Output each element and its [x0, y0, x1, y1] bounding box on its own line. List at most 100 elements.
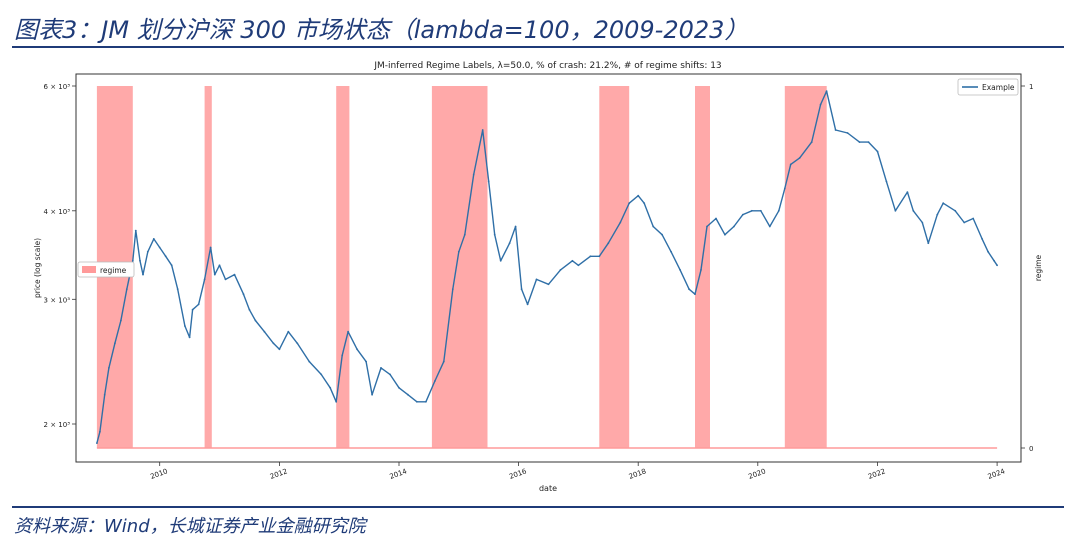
- series-point-52: [442, 360, 445, 363]
- series-point-53: [451, 288, 454, 291]
- title-rule: [12, 46, 1064, 48]
- series-point-14: [158, 246, 161, 249]
- series-point-3: [103, 393, 106, 396]
- x-tick-label-1: 2010: [149, 467, 168, 481]
- legend-regime: regime: [77, 261, 135, 278]
- series-point-91: [768, 225, 771, 228]
- x-axis-label: date: [539, 484, 557, 493]
- series-point-118: [996, 264, 998, 267]
- series-point-117: [993, 259, 995, 262]
- series-point-115: [981, 238, 983, 240]
- series-point-28: [242, 293, 245, 296]
- y-tick-label-4: 6 × 10³: [44, 83, 71, 91]
- series-point-99: [834, 129, 837, 131]
- series-point-83: [700, 269, 702, 271]
- series-point-41: [347, 330, 349, 333]
- series-point-114: [972, 217, 975, 220]
- figure-source: 资料来源：Wind，长城证券产业金融研究院: [14, 516, 366, 537]
- series-point-116: [987, 250, 989, 253]
- series-point-26: [224, 278, 227, 281]
- series-point-37: [320, 373, 323, 376]
- series-point-87: [733, 225, 735, 228]
- series-point-103: [876, 150, 879, 153]
- series-point-96: [810, 141, 813, 143]
- plot-area: [75, 73, 1022, 463]
- regime-bands: [96, 86, 998, 449]
- series-point-111: [942, 202, 945, 205]
- y2-tick-label-1: 0: [1029, 445, 1033, 453]
- x-tick-label-8: 2024: [987, 467, 1007, 481]
- series-point-64: [526, 303, 529, 306]
- series-point-33: [278, 348, 281, 351]
- series-point-1: [96, 442, 98, 444]
- series-point-75: [637, 194, 640, 197]
- series-point-108: [921, 221, 924, 224]
- series-point-107: [912, 209, 915, 212]
- series-point-79: [670, 250, 672, 253]
- series-point-40: [341, 354, 344, 357]
- series-point-78: [661, 233, 663, 236]
- series-point-112: [954, 209, 957, 212]
- series-point-2: [99, 430, 101, 433]
- y-tick-label-2: 3 × 10³: [44, 296, 71, 304]
- series-point-32: [272, 342, 275, 345]
- y-axis-label: price (log scale): [33, 238, 42, 298]
- legend-example-label: Example: [982, 83, 1015, 92]
- regime-band-4: [431, 86, 488, 448]
- series-point-63: [520, 288, 523, 291]
- series-point-92: [777, 209, 780, 212]
- series-point-97: [819, 103, 822, 106]
- series-point-21: [197, 303, 200, 306]
- x-tick-label-5: 2018: [628, 467, 647, 481]
- series-point-19: [188, 336, 191, 339]
- series-point-39: [335, 400, 338, 403]
- series-point-16: [170, 264, 173, 267]
- series-point-55: [463, 233, 466, 236]
- series-point-35: [296, 342, 299, 345]
- series-point-65: [535, 278, 538, 281]
- series-point-45: [380, 367, 382, 369]
- series-point-80: [679, 269, 681, 271]
- series-point-11: [142, 273, 144, 276]
- series-point-100: [846, 132, 849, 134]
- series-point-76: [643, 202, 646, 205]
- legend-regime-box: [77, 261, 135, 278]
- series-point-101: [858, 141, 861, 143]
- series-point-106: [906, 191, 909, 194]
- y-tick-label-3: 4 × 10³: [44, 208, 71, 216]
- series-point-48: [407, 393, 409, 396]
- axes: 2 × 10³ 3 × 10³ 4 × 10³ 6 × 10³ 2010 2012 2014…: [44, 83, 1034, 481]
- series-example: [96, 90, 998, 444]
- series-point-22: [203, 278, 206, 281]
- series-point-60: [499, 259, 502, 262]
- series-point-94: [789, 163, 792, 166]
- x-tick-label-3: 2014: [389, 467, 409, 481]
- source-rule: [12, 506, 1064, 508]
- legend-example: Example: [957, 78, 1019, 96]
- series-point-71: [598, 255, 601, 258]
- series-point-82: [694, 293, 696, 296]
- x-tick-label-2: 2012: [269, 467, 288, 481]
- regime-band-6: [695, 86, 710, 448]
- series-point-85: [715, 217, 717, 220]
- series-point-81: [688, 288, 690, 291]
- series-point-93: [783, 187, 786, 190]
- series-point-105: [894, 209, 897, 212]
- series-point-84: [706, 225, 708, 228]
- series-point-38: [329, 386, 332, 389]
- series-point-57: [481, 129, 484, 131]
- series-point-13: [152, 238, 155, 240]
- series-point-74: [628, 202, 631, 205]
- series-point-17: [176, 288, 179, 291]
- series-point-47: [398, 386, 400, 389]
- series-point-7: [125, 288, 128, 291]
- series-point-49: [416, 400, 418, 403]
- series-point-56: [472, 173, 475, 176]
- x-tick-label-4: 2016: [508, 467, 528, 481]
- series-point-102: [867, 141, 870, 143]
- series-point-27: [233, 273, 236, 276]
- legend-regime-label: regime: [100, 266, 127, 275]
- series-point-30: [254, 319, 257, 322]
- series-point-70: [589, 255, 592, 258]
- series-point-95: [798, 157, 801, 159]
